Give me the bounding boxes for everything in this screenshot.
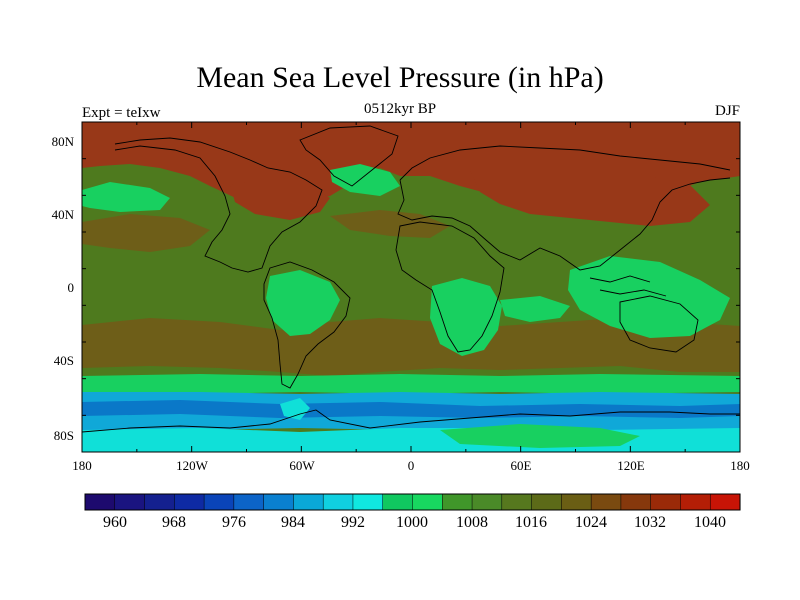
- colorbar-swatch: [174, 493, 205, 511]
- season-label: DJF: [714, 103, 740, 119]
- southern-ocean-green-band: [82, 374, 740, 394]
- south-america-low: [266, 270, 340, 336]
- x-axis-labels: 180 120W 60W 0 60E 120E 180: [72, 458, 750, 473]
- southern-ocean-deep-low: [82, 400, 740, 418]
- x-tick-label: 120E: [617, 458, 645, 473]
- y-tick-label: 80S: [54, 428, 74, 443]
- colorbar-frame: [84, 493, 741, 511]
- antarctic-peninsula-patch: [280, 398, 310, 420]
- colorbar-swatch: [620, 493, 652, 511]
- x-tick-label: 60W: [289, 458, 315, 473]
- colorbar-swatch: [263, 493, 294, 511]
- north-band-center: [330, 210, 450, 238]
- australia-coast: [619, 295, 699, 353]
- colorbar-swatch: [531, 493, 562, 511]
- colorbar-swatch: [471, 493, 503, 511]
- axis-ticks: [81, 121, 741, 453]
- north-pacific-low: [82, 182, 170, 212]
- north-america-coast: [114, 137, 323, 273]
- colorbar-swatch: [144, 493, 175, 511]
- eurasia-coast: [397, 145, 731, 271]
- experiment-label: Expt = teIxw: [82, 105, 161, 121]
- coastlines: [82, 125, 740, 433]
- colorbar-swatch: [561, 493, 592, 511]
- colorbar-swatch: [501, 493, 533, 511]
- colorbar-label: 976: [222, 514, 246, 531]
- chart-subtitle: 0512kyr BP: [363, 101, 437, 117]
- x-tick-label: 180: [72, 458, 92, 473]
- colorbar-swatch: [590, 493, 622, 511]
- colorbar-label: 984: [281, 514, 305, 531]
- africa-coast: [395, 221, 505, 353]
- y-axis-labels: 80N 40N 0 40S 80S: [52, 134, 75, 443]
- x-tick-label: 60E: [511, 458, 532, 473]
- north-atlantic-high: [230, 178, 330, 220]
- colorbar-swatch: [650, 493, 681, 511]
- y-tick-label: 40S: [54, 353, 74, 368]
- colorbar-labels: 960 968 976 984 992 1000 1008 1016 1024 …: [103, 514, 726, 531]
- colorbar-swatch: [442, 493, 473, 511]
- x-tick-label: 180: [730, 458, 750, 473]
- colorbar-label: 1000: [396, 514, 428, 531]
- colorbar-label: 1032: [634, 514, 666, 531]
- y-tick-label: 40N: [52, 207, 75, 222]
- north-pacific-band: [82, 214, 210, 252]
- colorbar-label: 968: [162, 514, 186, 531]
- antarctica-coast: [82, 409, 740, 433]
- colorbar-label: 1024: [575, 514, 607, 531]
- indonesia-coast: [589, 275, 667, 297]
- colorbar: [84, 493, 741, 511]
- colorbar-swatch: [680, 493, 711, 511]
- greenland-coast: [299, 125, 399, 187]
- south-indian-low: [500, 296, 570, 322]
- colorbar-swatch: [322, 493, 354, 511]
- x-tick-label: 120W: [176, 458, 209, 473]
- colorbar-label: 960: [103, 514, 127, 531]
- colorbar-swatch: [412, 493, 443, 511]
- colorbar-swatch: [114, 493, 146, 511]
- colorbar-label: 1040: [694, 514, 726, 531]
- colorbar-swatch: [382, 493, 414, 511]
- x-tick-label: 0: [408, 458, 415, 473]
- colorbar-swatch: [709, 493, 741, 511]
- colorbar-swatch: [233, 493, 265, 511]
- y-tick-label: 0: [68, 280, 75, 295]
- colorbar-label: 1008: [456, 514, 488, 531]
- colorbar-swatch: [293, 493, 324, 511]
- y-tick-label: 80N: [52, 134, 75, 149]
- colorbar-label: 992: [341, 514, 365, 531]
- south-subtropical-band: [82, 318, 740, 376]
- colorbar-swatch: [352, 493, 384, 511]
- pressure-field: [82, 122, 740, 452]
- siberian-high: [470, 165, 710, 226]
- east-antarctica-patch: [440, 424, 640, 448]
- maritime-continent-low: [568, 256, 730, 338]
- chart-title: Mean Sea Level Pressure (in hPa): [196, 61, 604, 94]
- colorbar-swatch: [203, 493, 235, 511]
- colorbar-label: 1016: [515, 514, 547, 531]
- greenland-low: [330, 164, 400, 196]
- south-america-coast: [263, 261, 351, 389]
- colorbar-swatch: [84, 493, 116, 511]
